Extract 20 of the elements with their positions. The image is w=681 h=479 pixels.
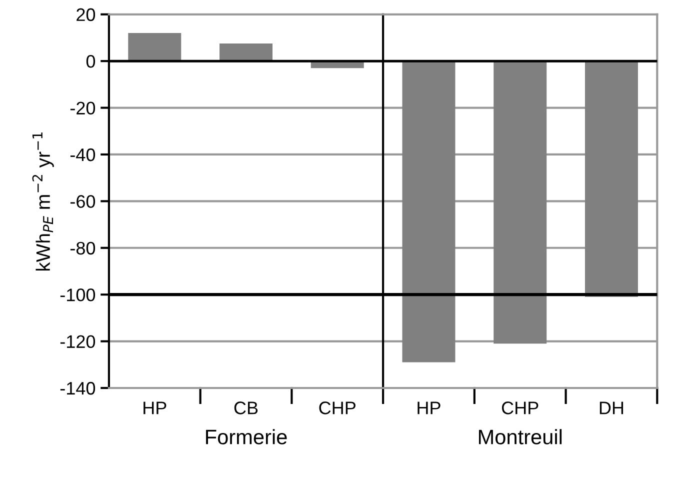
bar (128, 33, 182, 62)
bar (220, 44, 273, 62)
x-axis-title: Formerie (206, 429, 287, 444)
x-tick-label: CB (234, 402, 258, 414)
y-tick-label: -100 (60, 288, 96, 302)
y-tick-label: 0 (86, 55, 96, 68)
y-tick-label: -120 (60, 335, 96, 348)
x-tick-label: DH (600, 402, 624, 414)
y-tick-label: -140 (60, 382, 96, 395)
x-tick-label: HP (418, 402, 440, 414)
y-axis-title: kWh$_{PE}$ m$^{−2}$ yr$^{−1}$ (32, 132, 54, 271)
y-tick-label: -80 (70, 242, 96, 255)
y-tick-label: 20 (76, 8, 96, 22)
x-tick-label: CHP (502, 402, 538, 414)
x-axis-title: Montreuil (478, 429, 562, 444)
y-tick-label: -40 (70, 148, 96, 162)
y-tick-label: -60 (70, 195, 96, 208)
y-tick-label: -20 (70, 102, 96, 114)
x-tick-label: CHP (319, 402, 356, 414)
x-tick-label: HP (144, 402, 166, 414)
